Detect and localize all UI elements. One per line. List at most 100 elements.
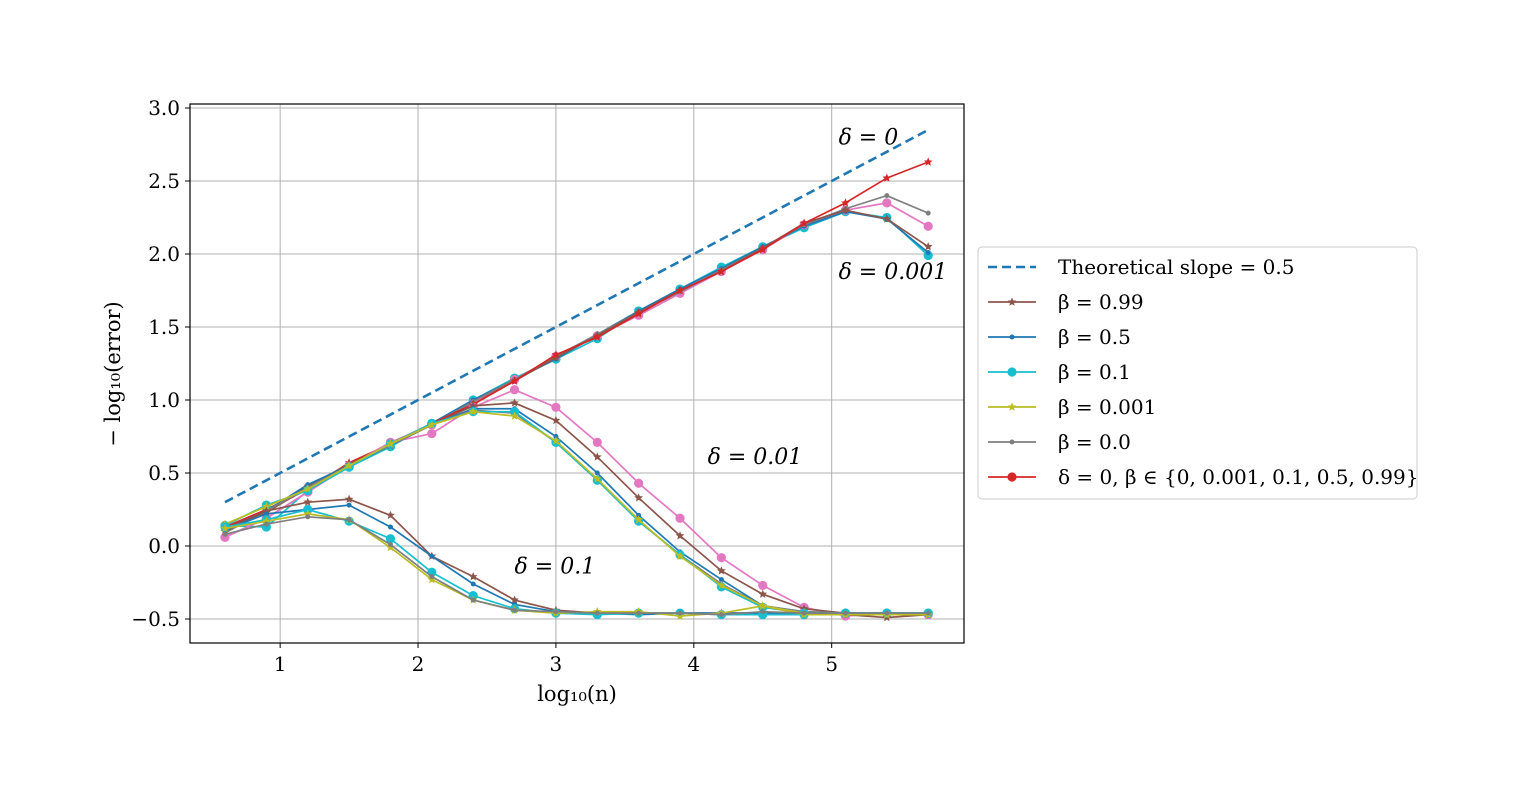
- theoretical-slope-line: [224, 128, 929, 504]
- data-point: [841, 198, 850, 207]
- data-point: [594, 470, 600, 476]
- data-point: [551, 402, 561, 412]
- data-point: [509, 385, 520, 395]
- data-point: [427, 428, 437, 439]
- y-tick-label: −0.5: [131, 607, 180, 631]
- data-point: [510, 411, 519, 420]
- data-point: [387, 524, 393, 530]
- data-point: [925, 250, 931, 256]
- data-point: [429, 574, 435, 580]
- data-point: [675, 551, 685, 560]
- data-point: [553, 609, 559, 615]
- legend-label: β = 0.001: [1058, 395, 1156, 419]
- y-tick-label: 0.0: [148, 534, 180, 558]
- data-point: [923, 157, 933, 166]
- data-point: [594, 610, 600, 616]
- annotation-label: δ = 0: [839, 126, 899, 151]
- data-point: [925, 610, 931, 616]
- data-point: [758, 245, 768, 254]
- annotation-label: δ = 0.1: [515, 555, 596, 580]
- data-point: [261, 506, 271, 515]
- data-point: [799, 218, 809, 228]
- data-point: [261, 501, 271, 511]
- x-tick-label: 4: [687, 652, 700, 676]
- data-point: [427, 420, 437, 429]
- data-point: [925, 210, 931, 216]
- legend-label: β = 0.1: [1058, 360, 1131, 384]
- legend-marker: [1007, 297, 1017, 306]
- data-point: [551, 415, 561, 425]
- data-point: [263, 511, 269, 517]
- y-tick-label: 2.0: [148, 242, 180, 266]
- data-point: [305, 514, 311, 520]
- data-point: [634, 309, 644, 318]
- data-point: [884, 193, 890, 199]
- legend-entry: β = 0.001: [988, 395, 1156, 419]
- y-axis-label: − log₁₀(error): [101, 301, 125, 446]
- data-point: [261, 516, 271, 525]
- data-point: [758, 601, 768, 610]
- data-point: [551, 436, 561, 445]
- annotation-label: δ = 0.001: [839, 260, 948, 285]
- data-point: [510, 376, 519, 385]
- data-point: [923, 242, 933, 251]
- data-point: [592, 474, 602, 483]
- legend-entry: β = 0.5: [988, 325, 1131, 349]
- data-point: [716, 553, 726, 563]
- legend-marker: [1009, 334, 1015, 340]
- data-point: [675, 531, 685, 540]
- data-point: [386, 510, 395, 520]
- x-axis-label: log₁₀(n): [537, 682, 617, 706]
- legend-marker: [1009, 439, 1015, 445]
- legend-entry: δ = 0, β ∈ {0, 0.001, 0.1, 0.5, 0.99}: [988, 465, 1418, 489]
- data-point: [387, 542, 393, 548]
- series-layer: [220, 157, 933, 622]
- legend: Theoretical slope = 0.5 β = 0.99 β = 0.5 β …: [977, 246, 1418, 500]
- legend-label: β = 0.0: [1058, 430, 1131, 454]
- data-point: [801, 610, 807, 616]
- ticks: 1 2 3 4 5 3.0 2.5 2.0 1.5 1.0 0.5 0.0 −0.5: [131, 96, 838, 676]
- data-point: [303, 497, 313, 506]
- data-point: [263, 521, 269, 527]
- data-point: [468, 572, 478, 581]
- y-tick-label: 1.5: [148, 315, 180, 339]
- data-point: [717, 566, 726, 575]
- data-point: [346, 502, 352, 508]
- data-point: [758, 589, 768, 598]
- data-point: [470, 581, 476, 587]
- theoretical-line-layer: [224, 128, 929, 504]
- data-point: [222, 531, 228, 537]
- x-tick-label: 3: [550, 652, 563, 676]
- legend-entry: Theoretical slope = 0.5: [988, 255, 1294, 279]
- legend-box: [977, 246, 1418, 500]
- legend-entry: β = 0.99: [988, 290, 1144, 314]
- legend-label: β = 0.5: [1058, 325, 1131, 349]
- data-point: [884, 610, 890, 616]
- data-point: [677, 610, 683, 616]
- legend-marker: [1007, 472, 1017, 482]
- y-tick-label: 3.0: [148, 96, 180, 120]
- series-line: [224, 515, 929, 616]
- data-point: [385, 534, 396, 544]
- legend-entry: β = 0.1: [988, 360, 1131, 384]
- annotations: δ = 0 δ = 0.001 δ = 0.01 δ = 0.1: [515, 126, 948, 580]
- data-point: [717, 266, 726, 276]
- data-point: [718, 612, 724, 618]
- legend-marker: [1007, 402, 1017, 411]
- data-point: [512, 607, 518, 613]
- data-point: [468, 407, 478, 416]
- data-point: [470, 597, 476, 603]
- data-point: [551, 353, 561, 362]
- y-tick-label: 1.0: [148, 388, 180, 412]
- x-tick-label: 5: [825, 652, 838, 676]
- y-tick-label: 2.5: [148, 169, 180, 193]
- data-point: [841, 205, 850, 214]
- legend-label: δ = 0, β ∈ {0, 0.001, 0.1, 0.5, 0.99}: [1058, 465, 1418, 489]
- data-point: [510, 398, 519, 407]
- data-point: [220, 523, 230, 533]
- plot-frame: [189, 103, 965, 644]
- data-point: [636, 610, 642, 616]
- series-line: [224, 402, 929, 616]
- data-point: [634, 493, 644, 502]
